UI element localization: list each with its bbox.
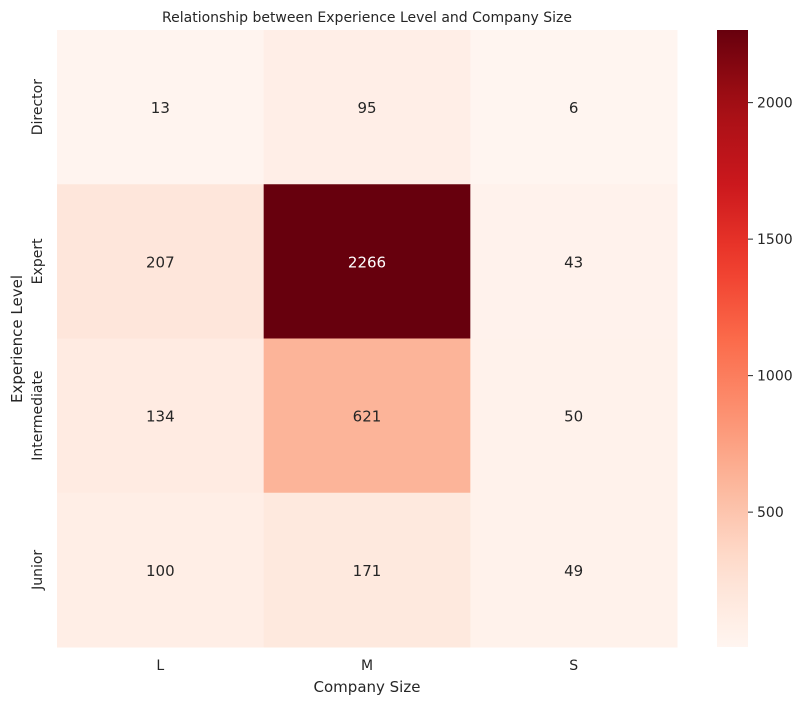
heatmap-cell xyxy=(263,30,471,185)
y-axis-label: Experience Level xyxy=(8,275,26,403)
cell-value-label: 171 xyxy=(353,562,382,580)
heatmap-cell xyxy=(263,492,471,648)
chart-title: Relationship between Experience Level an… xyxy=(162,10,572,26)
y-tick-label: Expert xyxy=(30,238,46,284)
heatmap-cells: 13 95 6 207 2266 43 134 621 50 100 171 49 xyxy=(57,30,678,648)
cell-value-label: 43 xyxy=(564,253,583,271)
heatmap-cell xyxy=(57,184,265,339)
cell-value-label: 2266 xyxy=(348,253,386,271)
cell-value-label: 13 xyxy=(151,99,170,117)
y-tick-label: Junior xyxy=(30,550,46,591)
colorbar-tick-label: 1500 xyxy=(757,232,793,248)
heatmap-cell xyxy=(470,184,678,339)
cell-value-label: 207 xyxy=(146,253,175,271)
heatmap-cell xyxy=(470,338,678,494)
cell-value-label: 50 xyxy=(564,408,583,426)
heatmap-cell xyxy=(57,338,265,494)
y-tick-label: Intermediate xyxy=(30,370,46,460)
heatmap-cell xyxy=(470,492,678,648)
cell-value-label: 621 xyxy=(353,408,382,426)
colorbar-tick-label: 500 xyxy=(757,505,784,521)
y-axis-ticks: Director Expert Intermediate Junior xyxy=(30,79,46,591)
x-tick-label: S xyxy=(569,658,578,674)
x-axis-label: Company Size xyxy=(314,678,421,696)
x-tick-label: M xyxy=(361,658,373,674)
colorbar-ticks: 500 1000 1500 2000 xyxy=(748,96,793,521)
cell-value-label: 6 xyxy=(569,99,579,117)
colorbar xyxy=(717,30,748,647)
heatmap-cell xyxy=(470,30,678,185)
heatmap-cell xyxy=(263,184,471,339)
cell-value-label: 49 xyxy=(564,562,583,580)
colorbar-tick-label: 2000 xyxy=(757,96,793,112)
y-tick-label: Director xyxy=(30,79,46,135)
heatmap-cell xyxy=(57,30,265,185)
colorbar-tick-label: 1000 xyxy=(757,369,793,385)
x-tick-label: L xyxy=(156,658,164,674)
cell-value-label: 134 xyxy=(146,408,175,426)
heatmap-cell xyxy=(57,492,265,648)
cell-value-label: 95 xyxy=(357,99,376,117)
heatmap-cell xyxy=(263,338,471,494)
cell-value-label: 100 xyxy=(146,562,175,580)
